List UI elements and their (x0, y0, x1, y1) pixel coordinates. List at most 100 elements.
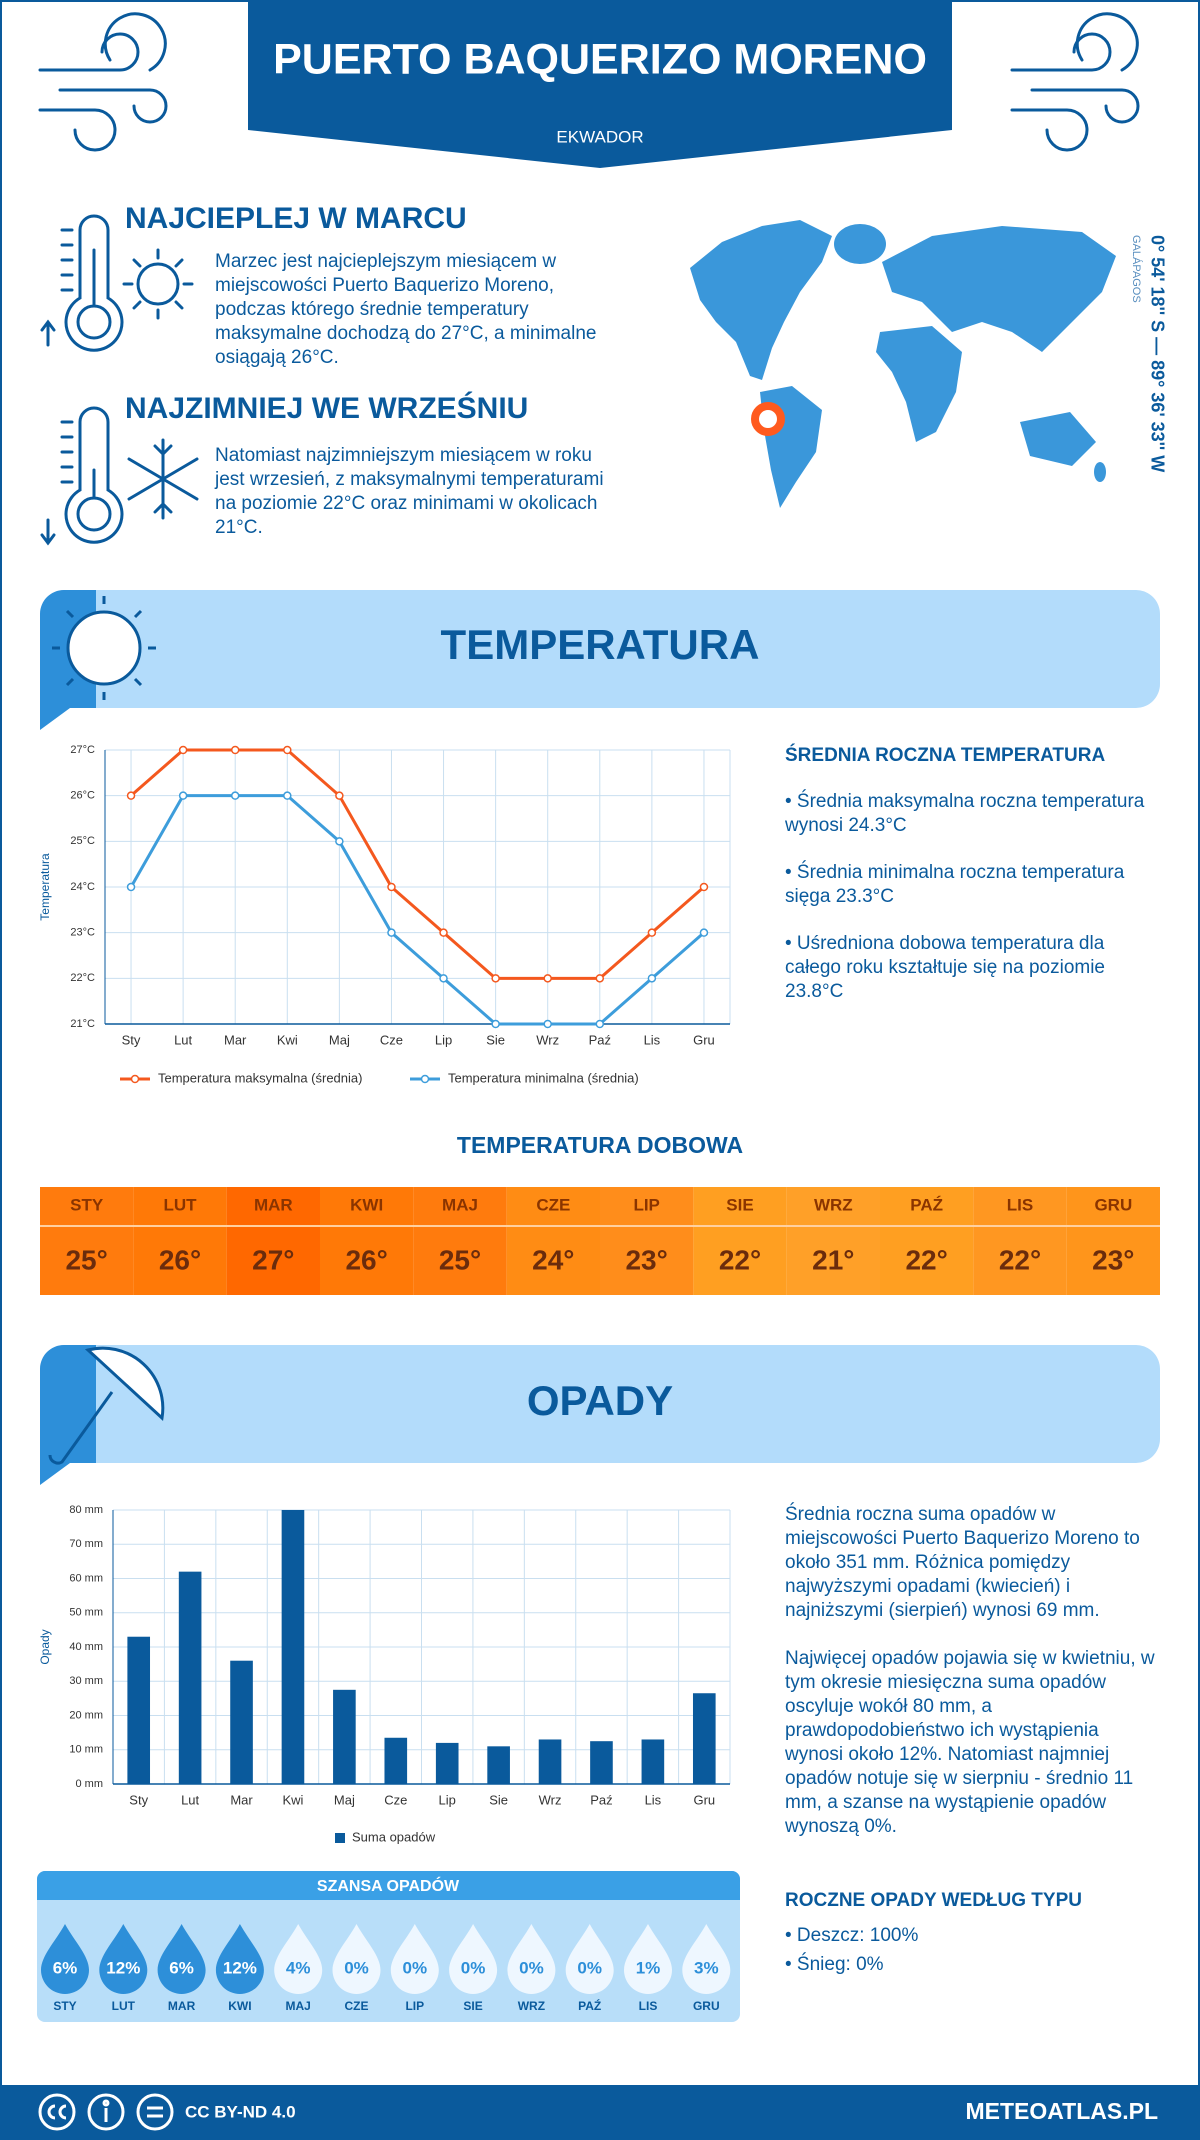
rain-chance-value: 1% (636, 1958, 661, 1977)
rain-chance-month: GRU (693, 1999, 720, 2013)
y-tick-label: 20 mm (69, 1709, 103, 1721)
temp-cell (693, 1227, 787, 1295)
point (439, 974, 448, 983)
y-tick-label: 70 mm (69, 1538, 103, 1550)
month-header-cell (506, 1187, 600, 1225)
month-header-cell (133, 1187, 227, 1225)
x-tick-label: Lip (439, 1792, 456, 1807)
point (543, 1019, 552, 1029)
temp-cell (1066, 1227, 1160, 1295)
bar (538, 1739, 562, 1784)
region: GALÁPAGOS (1130, 235, 1143, 303)
rain-drop (390, 1924, 439, 1994)
point (647, 974, 657, 983)
section-title: TEMPERATURA (441, 621, 760, 668)
license: CC BY-ND 4.0 (185, 2102, 296, 2121)
rain-chance-header (37, 1871, 740, 1900)
y-tick-label: 22°C (70, 972, 95, 984)
footer-bar (0, 2085, 1200, 2140)
temp-cell (320, 1227, 414, 1295)
x-tick-label: Sie (489, 1792, 508, 1807)
rain-chance-month: WRZ (518, 1999, 545, 2013)
point (595, 974, 605, 983)
point (178, 791, 188, 800)
month-header-cell (40, 1187, 134, 1225)
section-title: OPADY (527, 1377, 673, 1424)
month-label: LIS (1007, 1195, 1033, 1214)
bar (692, 1693, 716, 1784)
month-header-cell (413, 1187, 507, 1225)
summary-item: • Średnia maksymalna roczna temperatura … (785, 791, 1145, 836)
y-tick-label: 40 mm (69, 1641, 103, 1653)
legend-label: Suma opadów (352, 1829, 436, 1844)
temp-value: 24° (532, 1244, 574, 1275)
bar (384, 1737, 408, 1784)
cold-title: NAJZIMNIEJ WE WRZEŚNIU (125, 392, 529, 425)
wind-icon (38, 12, 168, 152)
y-tick-label: 26°C (70, 790, 95, 802)
x-tick-label: Maj (334, 1792, 355, 1807)
y-tick-label: 80 mm (69, 1504, 103, 1516)
point (387, 928, 396, 937)
point (335, 837, 344, 846)
rain-drop (215, 1924, 264, 1994)
point (126, 791, 136, 800)
month-header-cell (600, 1187, 694, 1225)
rain-drop (507, 1924, 556, 1994)
x-tick-label: Paź (589, 1032, 611, 1047)
x-tick-label: Gru (693, 1792, 715, 1807)
rain-drop (682, 1924, 731, 1994)
summary-title: ŚREDNIA ROCZNA TEMPERATURA (785, 745, 1106, 766)
y-tick-label: 24°C (70, 881, 95, 893)
temp-cell (600, 1227, 694, 1295)
site: METEOATLAS.PL (965, 2098, 1158, 2124)
rain-chance-value: 6% (169, 1958, 194, 1977)
temp-cell (413, 1227, 507, 1295)
month-header-cell (880, 1187, 974, 1225)
month-label: KWI (350, 1195, 383, 1214)
daily-title: TEMPERATURA DOBOWA (457, 1132, 743, 1158)
section-banner (40, 1345, 1160, 1463)
y-tick-label: 21°C (70, 1018, 95, 1030)
legend-label: Temperatura minimalna (średnia) (448, 1070, 639, 1085)
type-item: • Śnieg: 0% (785, 1954, 884, 1975)
temp-value: 23° (625, 1244, 667, 1275)
month-label: SIE (726, 1195, 753, 1214)
x-tick-label: Mar (224, 1032, 247, 1047)
x-tick-label: Gru (693, 1032, 715, 1047)
x-tick-label: Cze (380, 1032, 403, 1047)
bar (178, 1571, 202, 1784)
point (439, 928, 448, 937)
license-icons (38, 2093, 174, 2131)
umbrella-icon (48, 1346, 165, 1465)
temp-cell (226, 1227, 320, 1295)
rain-chance-box (37, 1871, 740, 2022)
bar (487, 1746, 510, 1784)
rain-drop (157, 1924, 206, 1994)
month-header-cell (693, 1187, 787, 1225)
x-tick-label: Maj (329, 1032, 350, 1047)
temp-cell (133, 1227, 227, 1295)
month-label: STY (70, 1195, 104, 1214)
summary-item: • Średnia minimalna roczna temperatura s… (785, 862, 1125, 907)
precip-text: Średnia roczna suma opadów w miejscowośc… (785, 1504, 1140, 1621)
location-marker (751, 402, 785, 436)
rain-drop (332, 1924, 381, 1994)
x-tick-label: Cze (384, 1792, 407, 1807)
y-axis-label: Opady (38, 1629, 52, 1664)
bar (127, 1636, 151, 1784)
x-tick-label: Wrz (539, 1792, 562, 1807)
point (230, 791, 240, 800)
temp-value: 26° (345, 1244, 387, 1275)
rain-chance-month: SIE (463, 1999, 482, 2013)
rain-drop (99, 1924, 148, 1994)
temp-value: 22° (719, 1244, 761, 1275)
cold-text: Natomiast najzimniejszym miesiącem w rok… (215, 445, 604, 538)
rain-drop (449, 1924, 498, 1994)
rain-drop (624, 1924, 672, 1994)
summary-item: • Uśredniona dobowa temperatura dla całe… (785, 933, 1106, 1002)
month-label: MAJ (442, 1195, 478, 1214)
x-tick-label: Paź (590, 1792, 612, 1807)
month-label: CZE (536, 1195, 570, 1214)
country: EKWADOR (556, 127, 643, 146)
